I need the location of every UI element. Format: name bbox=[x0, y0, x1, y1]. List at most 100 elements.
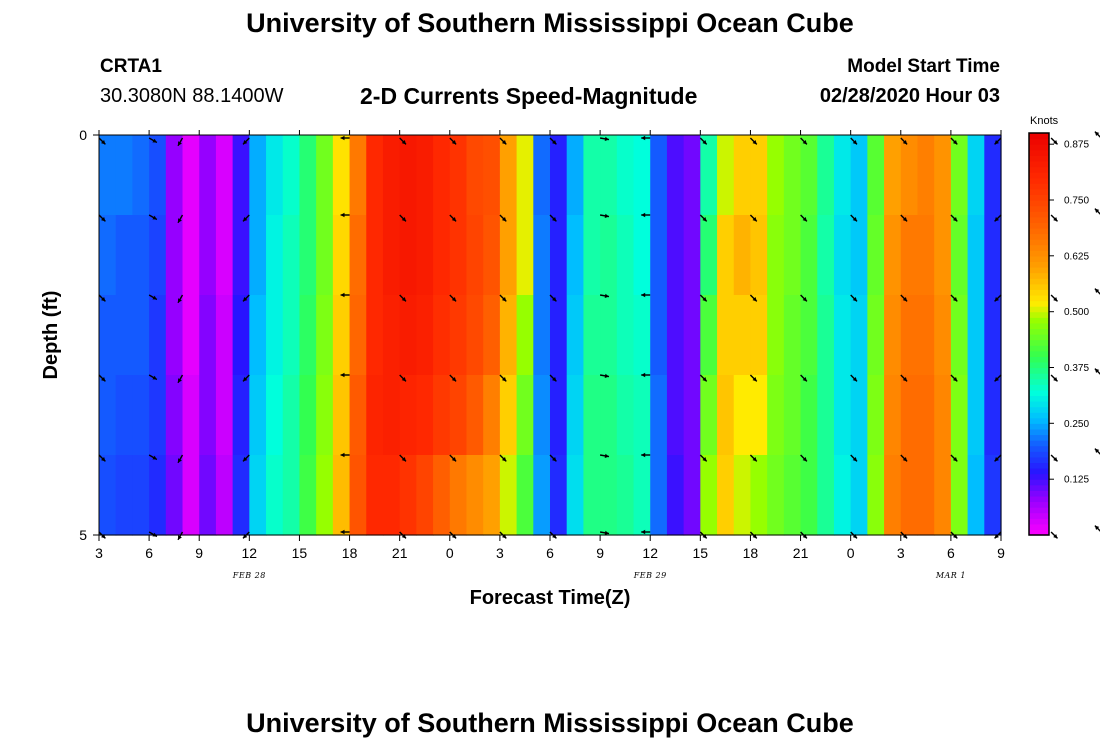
heatmap-cell bbox=[416, 135, 434, 216]
heatmap-cell bbox=[483, 455, 501, 536]
arrow-head bbox=[641, 372, 646, 378]
heatmap-cell bbox=[182, 135, 200, 216]
colorbar-cell bbox=[1029, 155, 1049, 162]
heatmap-cell bbox=[132, 215, 150, 296]
colorbar-cell bbox=[1029, 183, 1049, 190]
heatmap-cell bbox=[215, 135, 234, 216]
colorbar-cell bbox=[1029, 456, 1049, 464]
heatmap-cell bbox=[633, 295, 651, 376]
arrow-head bbox=[340, 372, 345, 378]
heatmap-cell bbox=[349, 215, 367, 296]
heatmap-cell bbox=[115, 215, 133, 296]
colorbar-cell bbox=[1029, 490, 1049, 497]
heatmap-cell bbox=[900, 375, 919, 456]
colorbar-cell bbox=[1029, 373, 1049, 380]
arrow-head bbox=[451, 457, 457, 462]
heatmap-cell bbox=[299, 295, 317, 376]
heatmap-cell bbox=[600, 375, 618, 456]
heatmap-cell bbox=[967, 215, 985, 296]
heatmap-cell bbox=[884, 215, 902, 296]
heatmap-cell bbox=[299, 135, 317, 216]
heatmap-cell bbox=[382, 375, 401, 456]
heatmap-cell bbox=[99, 375, 117, 456]
colorbar-cell bbox=[1029, 294, 1049, 302]
arrow-head bbox=[243, 217, 248, 222]
arrow-head bbox=[501, 377, 507, 382]
colorbar-tick-label: 0.125 bbox=[1064, 475, 1089, 486]
heatmap-cell bbox=[833, 215, 852, 296]
heatmap-cell bbox=[215, 455, 234, 536]
arrow-head bbox=[604, 453, 609, 458]
heatmap-cell bbox=[583, 455, 601, 536]
colorbar-tick-label: 0.500 bbox=[1064, 307, 1089, 318]
arrow-head bbox=[340, 452, 345, 458]
heatmap-cell bbox=[733, 455, 752, 536]
x-tick-label: 0 bbox=[446, 545, 454, 561]
heatmap-cell bbox=[416, 295, 434, 376]
heatmap-cell bbox=[516, 375, 534, 456]
arrow-head bbox=[1094, 448, 1100, 453]
heatmap-cell bbox=[165, 455, 184, 536]
heatmap-cell bbox=[783, 215, 802, 296]
arrow-head bbox=[641, 529, 646, 535]
heatmap-cell bbox=[650, 375, 668, 456]
heatmap-cell bbox=[466, 375, 484, 456]
colorbar-cell bbox=[1029, 322, 1049, 330]
heatmap-cell bbox=[533, 375, 551, 456]
heatmap-cell bbox=[783, 295, 802, 376]
heatmap-cell bbox=[449, 375, 468, 456]
heatmap-cell bbox=[232, 375, 250, 456]
heatmap-cell bbox=[733, 135, 752, 216]
colorbar-cell bbox=[1029, 239, 1049, 246]
arrow-head bbox=[902, 457, 908, 462]
heatmap-cell bbox=[533, 135, 551, 216]
arrow-head bbox=[752, 217, 757, 222]
heatmap-cell bbox=[616, 455, 635, 536]
x-tick-label: 9 bbox=[997, 545, 1005, 561]
colorbar-cell bbox=[1029, 334, 1049, 341]
heatmap-cell bbox=[750, 375, 768, 456]
colorbar-cell bbox=[1029, 417, 1049, 424]
arrow-head bbox=[1094, 131, 1100, 136]
heatmap-cell bbox=[950, 375, 969, 456]
heatmap-cell bbox=[316, 295, 334, 376]
heatmap-cell bbox=[232, 295, 250, 376]
colorbar-cell bbox=[1029, 211, 1049, 218]
colorbar-cell bbox=[1029, 495, 1049, 503]
colorbar-cell bbox=[1029, 133, 1049, 140]
arrow-head bbox=[178, 218, 182, 223]
heatmap-cell bbox=[950, 455, 969, 536]
arrow-head bbox=[340, 292, 345, 298]
heatmap-cell bbox=[366, 135, 384, 216]
colorbar-cell bbox=[1029, 473, 1049, 480]
heatmap-cell bbox=[550, 135, 568, 216]
heatmap-cell bbox=[683, 215, 701, 296]
colorbar-cell bbox=[1029, 188, 1049, 196]
arrow-head bbox=[604, 530, 609, 535]
heatmap-cell bbox=[249, 375, 267, 456]
heatmap-cell bbox=[433, 455, 451, 536]
x-tick-label: 21 bbox=[392, 545, 408, 561]
heatmap-cell bbox=[950, 215, 969, 296]
heatmap-cell bbox=[165, 215, 184, 296]
arrow-head bbox=[852, 297, 857, 302]
heatmap-cell bbox=[600, 135, 618, 216]
heatmap-cell bbox=[349, 135, 367, 216]
heatmap-cell bbox=[616, 295, 635, 376]
heatmap-cell bbox=[483, 135, 501, 216]
arrow-head bbox=[702, 140, 707, 145]
heatmap-cell bbox=[466, 455, 484, 536]
colorbar-cell bbox=[1029, 401, 1049, 408]
arrow-head bbox=[152, 215, 157, 220]
heatmap-cell bbox=[332, 215, 351, 296]
heatmap-cell bbox=[683, 455, 701, 536]
colorbar-cell bbox=[1029, 529, 1049, 536]
colorbar-cell bbox=[1029, 484, 1049, 491]
colorbar-cell bbox=[1029, 311, 1049, 318]
heatmap-cell bbox=[382, 215, 401, 296]
arrow-head bbox=[1053, 297, 1058, 302]
heatmap-cell bbox=[349, 295, 367, 376]
heatmap-cell bbox=[683, 375, 701, 456]
x-tick-label: 12 bbox=[642, 545, 658, 561]
heatmap-cell bbox=[449, 135, 468, 216]
